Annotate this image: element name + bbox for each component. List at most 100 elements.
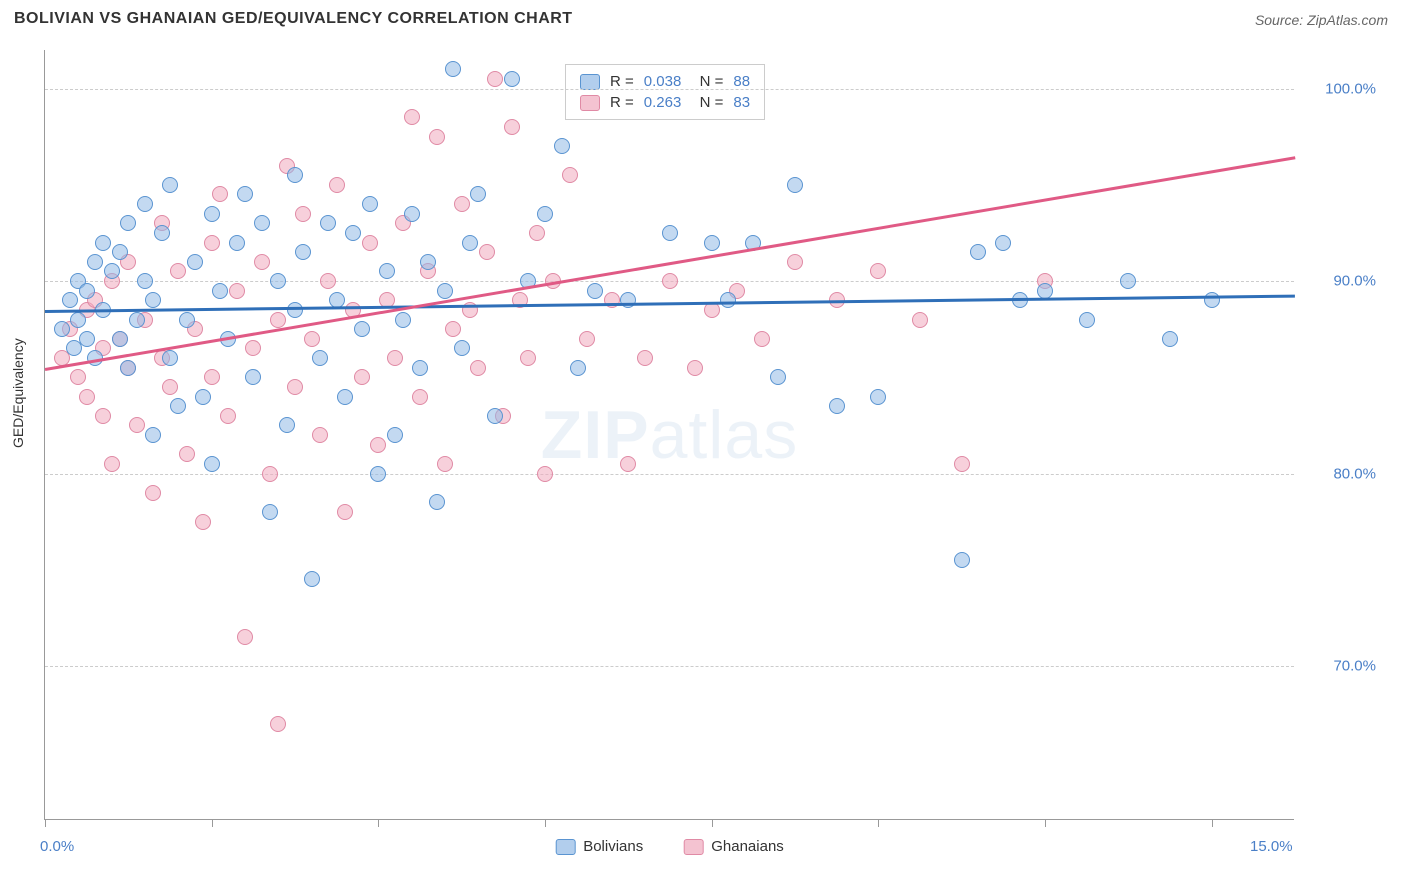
scatter-point xyxy=(95,235,111,251)
x-axis-tick xyxy=(1045,819,1046,827)
scatter-point xyxy=(312,350,328,366)
legend-item-ghanaians: Ghanaians xyxy=(683,838,784,855)
scatter-point xyxy=(954,552,970,568)
scatter-point xyxy=(204,206,220,222)
scatter-point xyxy=(970,244,986,260)
scatter-point xyxy=(370,466,386,482)
scatter-point xyxy=(437,283,453,299)
scatter-point xyxy=(279,417,295,433)
legend-row-ghanaians: R = 0.263 N = 83 xyxy=(580,92,750,113)
scatter-point xyxy=(995,235,1011,251)
scatter-point xyxy=(287,302,303,318)
scatter-point xyxy=(204,235,220,251)
scatter-point xyxy=(287,379,303,395)
scatter-point xyxy=(479,244,495,260)
scatter-point xyxy=(70,312,86,328)
x-axis-tick-label: 0.0% xyxy=(40,838,74,855)
scatter-point xyxy=(370,437,386,453)
scatter-point xyxy=(704,235,720,251)
scatter-point xyxy=(170,263,186,279)
scatter-point xyxy=(295,244,311,260)
scatter-point xyxy=(954,456,970,472)
scatter-point xyxy=(212,186,228,202)
x-axis-tick xyxy=(545,819,546,827)
scatter-point xyxy=(412,389,428,405)
swatch-blue-icon xyxy=(580,74,600,90)
scatter-point xyxy=(270,312,286,328)
scatter-point xyxy=(129,312,145,328)
scatter-point xyxy=(170,398,186,414)
scatter-point xyxy=(387,350,403,366)
scatter-point xyxy=(770,369,786,385)
scatter-point xyxy=(162,350,178,366)
scatter-point xyxy=(537,206,553,222)
scatter-point xyxy=(395,312,411,328)
scatter-point xyxy=(829,398,845,414)
scatter-point xyxy=(137,273,153,289)
r-value-bolivians: 0.038 xyxy=(644,73,682,90)
scatter-point xyxy=(437,456,453,472)
scatter-point xyxy=(404,206,420,222)
scatter-point xyxy=(145,485,161,501)
scatter-point xyxy=(237,629,253,645)
scatter-point xyxy=(229,235,245,251)
scatter-point xyxy=(320,273,336,289)
scatter-point xyxy=(179,312,195,328)
scatter-point xyxy=(620,456,636,472)
scatter-point xyxy=(637,350,653,366)
scatter-point xyxy=(445,61,461,77)
scatter-point xyxy=(79,283,95,299)
scatter-point xyxy=(487,408,503,424)
scatter-point xyxy=(787,177,803,193)
scatter-point xyxy=(504,119,520,135)
swatch-pink-icon xyxy=(683,839,703,855)
scatter-point xyxy=(570,360,586,376)
x-axis-tick xyxy=(45,819,46,827)
scatter-point xyxy=(79,389,95,405)
scatter-point xyxy=(87,254,103,270)
swatch-pink-icon xyxy=(580,95,600,111)
scatter-point xyxy=(112,244,128,260)
scatter-point xyxy=(287,167,303,183)
scatter-point xyxy=(245,369,261,385)
legend-item-bolivians: Bolivians xyxy=(555,838,643,855)
scatter-point xyxy=(470,186,486,202)
scatter-point xyxy=(54,321,70,337)
scatter-point xyxy=(320,215,336,231)
watermark: ZIPatlas xyxy=(541,396,798,474)
x-axis-tick xyxy=(378,819,379,827)
scatter-point xyxy=(120,360,136,376)
scatter-point xyxy=(270,716,286,732)
scatter-point xyxy=(254,254,270,270)
scatter-point xyxy=(354,369,370,385)
scatter-point xyxy=(1079,312,1095,328)
scatter-point xyxy=(412,360,428,376)
scatter-point xyxy=(1162,331,1178,347)
scatter-point xyxy=(129,417,145,433)
scatter-point xyxy=(579,331,595,347)
y-axis-tick-label: 70.0% xyxy=(1333,658,1376,675)
chart-title: BOLIVIAN VS GHANAIAN GED/EQUIVALENCY COR… xyxy=(14,10,573,28)
scatter-point xyxy=(470,360,486,376)
scatter-point xyxy=(687,360,703,376)
legend-label-bolivians: Bolivians xyxy=(583,838,643,855)
watermark-rest: atlas xyxy=(650,397,799,473)
scatter-point xyxy=(520,350,536,366)
scatter-point xyxy=(262,504,278,520)
scatter-point xyxy=(504,71,520,87)
scatter-point xyxy=(362,235,378,251)
scatter-point xyxy=(662,273,678,289)
scatter-point xyxy=(720,292,736,308)
scatter-point xyxy=(487,71,503,87)
scatter-point xyxy=(104,456,120,472)
y-axis-title: GED/Equivalency xyxy=(10,338,26,448)
scatter-point xyxy=(362,196,378,212)
scatter-point xyxy=(454,196,470,212)
scatter-point xyxy=(179,446,195,462)
scatter-point xyxy=(195,389,211,405)
scatter-point xyxy=(187,254,203,270)
scatter-point xyxy=(429,494,445,510)
scatter-point xyxy=(79,331,95,347)
r-value-ghanaians: 0.263 xyxy=(644,94,682,111)
scatter-point xyxy=(529,225,545,241)
